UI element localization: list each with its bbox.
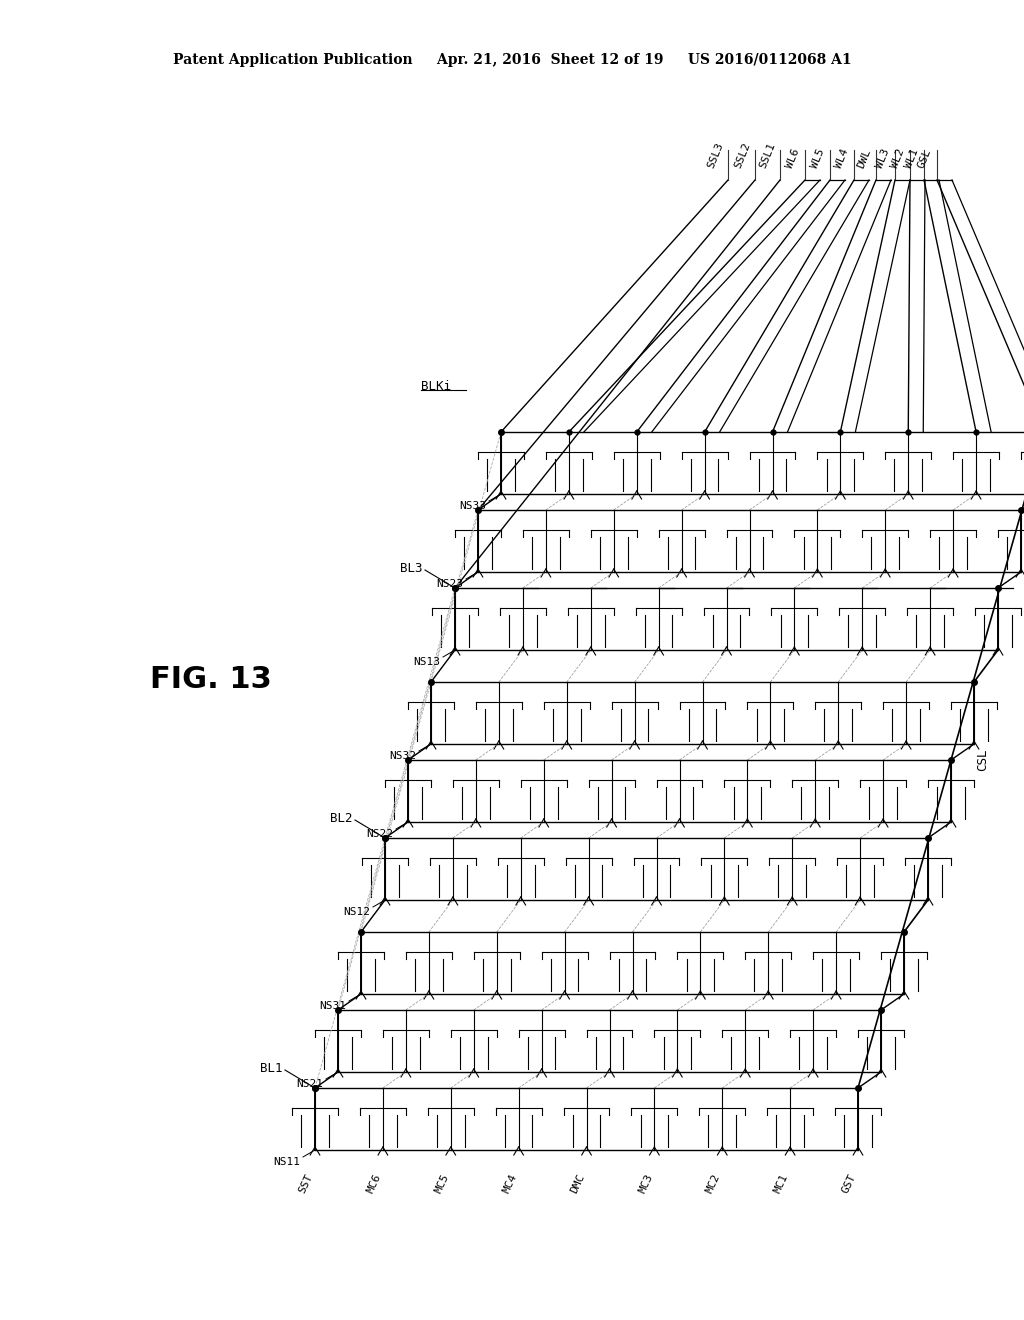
Text: MC3: MC3 (637, 1172, 654, 1195)
Text: BLKi: BLKi (421, 380, 451, 393)
Text: NS21: NS21 (296, 1078, 323, 1089)
Text: BL2: BL2 (330, 812, 352, 825)
Text: MC1: MC1 (772, 1172, 791, 1195)
Text: WL5: WL5 (810, 148, 826, 170)
Text: Patent Application Publication     Apr. 21, 2016  Sheet 12 of 19     US 2016/011: Patent Application Publication Apr. 21, … (173, 53, 851, 67)
Text: WL6: WL6 (784, 148, 802, 170)
Text: MC6: MC6 (366, 1172, 383, 1195)
Text: FIG. 13: FIG. 13 (150, 665, 271, 694)
Text: MC4: MC4 (501, 1172, 518, 1195)
Text: NS33: NS33 (459, 502, 486, 511)
Text: NS32: NS32 (389, 751, 416, 762)
Text: NS13: NS13 (413, 657, 440, 667)
Text: WL3: WL3 (874, 148, 892, 170)
Text: NS23: NS23 (436, 579, 463, 589)
Text: GSL: GSL (916, 148, 934, 170)
Text: WL2: WL2 (890, 148, 906, 170)
Text: SSL3: SSL3 (707, 141, 726, 170)
Text: NS12: NS12 (343, 907, 370, 917)
Text: CSL: CSL (976, 748, 989, 771)
Text: MC5: MC5 (433, 1172, 451, 1195)
Text: BL1: BL1 (260, 1061, 283, 1074)
Text: SSL2: SSL2 (733, 141, 753, 170)
Text: DWL: DWL (856, 148, 872, 170)
Text: NS22: NS22 (366, 829, 393, 840)
Text: DMC: DMC (569, 1172, 587, 1195)
Text: SSL1: SSL1 (759, 141, 777, 170)
Text: NS11: NS11 (273, 1158, 300, 1167)
Text: SST: SST (297, 1172, 315, 1195)
Text: WL1: WL1 (903, 148, 921, 170)
Text: GST: GST (841, 1172, 858, 1195)
Text: BL3: BL3 (400, 561, 423, 574)
Text: NS31: NS31 (319, 1001, 346, 1011)
Text: MC2: MC2 (705, 1172, 722, 1195)
Text: WL4: WL4 (834, 148, 850, 170)
